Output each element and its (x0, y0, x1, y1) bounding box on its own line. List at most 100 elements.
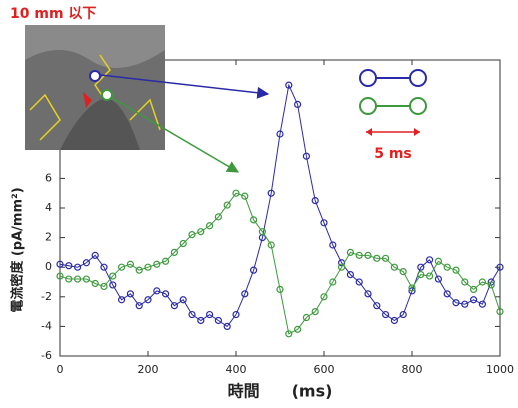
data-point (109, 281, 117, 289)
data-point (311, 308, 319, 316)
data-point (56, 260, 64, 268)
data-point (250, 266, 258, 274)
y-tick-label: 4 (45, 201, 52, 214)
data-point (390, 316, 398, 325)
series-line (59, 192, 501, 335)
data-point (109, 272, 117, 280)
x-tick-label: 600 (314, 363, 335, 376)
data-point (250, 216, 258, 224)
data-point (179, 296, 187, 304)
y-tick-label: -4 (41, 319, 52, 332)
data-point (302, 152, 310, 160)
scale-key (359, 69, 427, 136)
data-point (496, 308, 504, 316)
data-point (417, 271, 425, 279)
data-point (470, 285, 478, 293)
data-point (144, 296, 152, 304)
data-point (91, 279, 99, 288)
data-point (329, 241, 337, 249)
data-point (399, 268, 407, 276)
data-point (329, 278, 337, 286)
data-point (470, 296, 478, 304)
data-point (65, 275, 73, 283)
data-point (170, 302, 178, 310)
data-point (461, 300, 469, 308)
data-point (399, 310, 407, 319)
y-tick-label: 0 (45, 260, 52, 273)
data-point (478, 300, 486, 308)
x-axis-label: 時間 (ms) (228, 382, 333, 401)
data-point (276, 130, 284, 138)
data-point (135, 266, 143, 274)
data-point (179, 239, 187, 248)
annotation: 10 mm 以下 (10, 6, 96, 22)
data-point (153, 287, 161, 295)
data-point (188, 231, 196, 239)
data-point (452, 266, 460, 274)
data-point (214, 316, 222, 325)
data-point (364, 251, 372, 259)
data-point (117, 296, 126, 304)
data-point (434, 275, 442, 283)
data-point (223, 322, 231, 330)
data-point (338, 263, 346, 271)
data-point (197, 228, 205, 236)
data-point (364, 290, 372, 298)
data-point (346, 271, 354, 279)
data-point (82, 259, 91, 267)
data-point (311, 197, 319, 205)
data-point (487, 281, 495, 289)
data-point (100, 282, 108, 291)
data-point (73, 263, 82, 271)
data-point (461, 278, 469, 286)
y-tick-label: 2 (45, 231, 52, 244)
data-point (197, 316, 205, 325)
data-point (223, 201, 231, 209)
series-line (59, 83, 501, 328)
x-tick-label: 400 (226, 363, 247, 376)
data-point (241, 192, 249, 200)
data-point (294, 100, 302, 109)
data-point (188, 310, 196, 319)
data-point (417, 263, 425, 271)
brain-inset (25, 25, 165, 150)
data-point (346, 248, 354, 256)
data-point (100, 263, 108, 271)
data-point (65, 262, 73, 270)
data-point (496, 263, 504, 271)
data-point (258, 228, 266, 236)
data-point (214, 213, 222, 221)
data-point (232, 310, 240, 319)
pointer-arrow (100, 74, 270, 99)
data-point (241, 290, 249, 298)
data-point (153, 260, 161, 268)
annotation: 5 ms (374, 146, 412, 162)
data-point (126, 290, 134, 298)
data-point (82, 275, 91, 283)
data-point (267, 241, 275, 249)
x-tick-label: 800 (402, 363, 423, 376)
y-axis-label: 電流密度 (pA/mm²) (10, 187, 26, 312)
data-point (373, 254, 381, 262)
data-point (355, 251, 363, 259)
data-point (390, 263, 398, 271)
data-point (320, 293, 328, 301)
data-point (56, 272, 64, 280)
data-point (302, 313, 310, 322)
data-point (206, 222, 214, 230)
x-tick-label: 1000 (486, 363, 514, 376)
data-point (276, 285, 284, 293)
data-point (117, 263, 126, 271)
data-point (426, 256, 434, 264)
data-point (232, 189, 240, 197)
data-point (135, 302, 143, 310)
data-point (91, 251, 99, 259)
data-point (320, 219, 328, 227)
data-point (382, 310, 390, 319)
data-point (408, 284, 416, 292)
data-point (126, 260, 134, 268)
data-point (206, 310, 214, 319)
data-point (426, 272, 434, 280)
y-tick-label: 6 (45, 171, 52, 184)
